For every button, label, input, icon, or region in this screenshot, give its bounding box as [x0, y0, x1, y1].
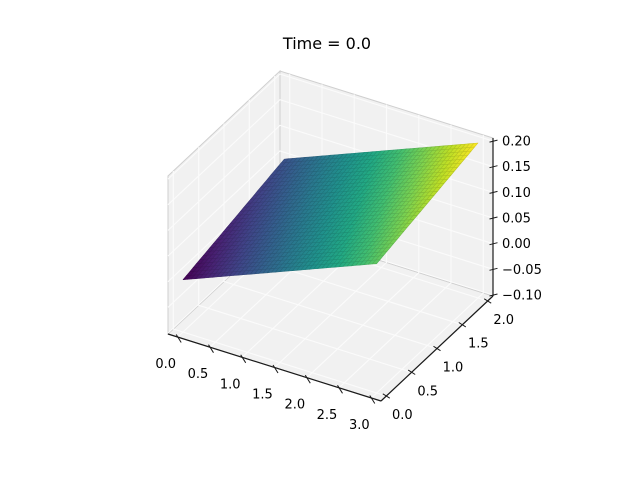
z-tick-label: −0.10 [502, 289, 542, 304]
plot-title: Time = 0.0 [282, 34, 371, 53]
tick-labels: 0.0 0.5 1.0 1.5 2.0 2.5 3.0 0.0 0.5 1.0 1.5 2.0 −0.1… [155, 135, 541, 433]
z-tick-label: −0.05 [502, 263, 542, 278]
y-tick-label: 0.5 [417, 384, 438, 399]
z-tick-label: 0.05 [502, 212, 531, 227]
x-tick-label: 2.0 [284, 398, 305, 413]
x-tick-label: 3.0 [349, 418, 370, 433]
y-tick-label: 1.5 [468, 337, 489, 352]
surface-mesh [182, 142, 479, 280]
x-tick-label: 0.5 [188, 367, 209, 382]
x-tick-label: 1.5 [252, 388, 273, 403]
y-tick-label: 1.0 [443, 361, 464, 376]
y-tick-label: 0.0 [392, 408, 413, 423]
x-tick-label: 2.5 [317, 408, 338, 423]
plot-area: 0.0 0.5 1.0 1.5 2.0 2.5 3.0 0.0 0.5 1.0 1.5 2.0 −0.1… [155, 69, 542, 433]
z-tick-label: 0.20 [502, 135, 531, 150]
x-tick-label: 1.0 [220, 377, 241, 392]
z-tick-label: 0.10 [502, 186, 531, 201]
z-tick-label: 0.15 [502, 160, 531, 175]
x-tick-label: 0.0 [155, 357, 176, 372]
tick-marks [175, 139, 498, 404]
y-tick-label: 2.0 [493, 313, 514, 328]
z-tick-label: 0.00 [502, 237, 531, 252]
